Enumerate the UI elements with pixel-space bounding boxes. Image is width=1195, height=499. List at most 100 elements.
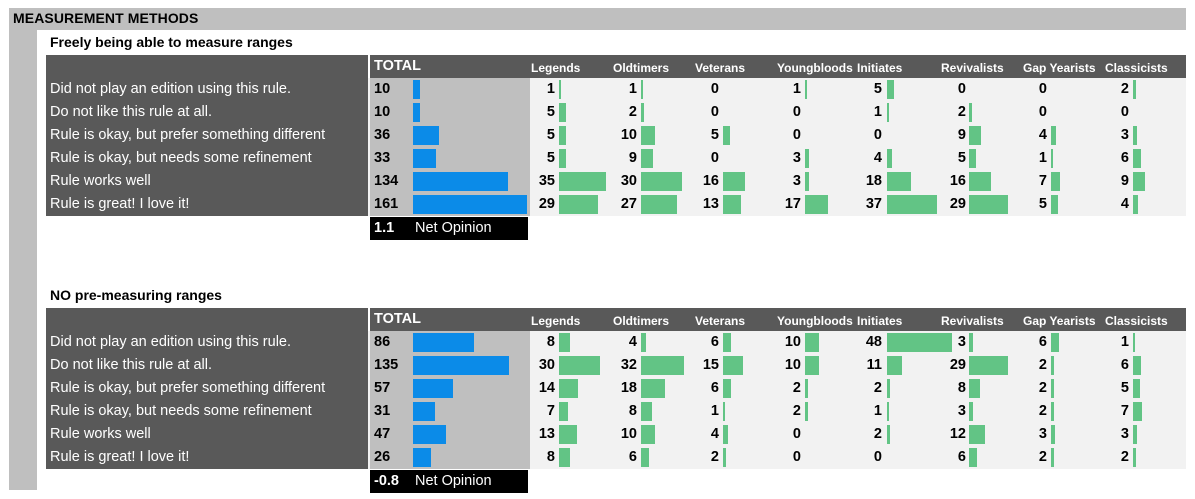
group-bar: [559, 333, 570, 352]
group-bar: [559, 172, 607, 191]
group-bar: [969, 172, 991, 191]
group-value: 3: [792, 173, 801, 189]
group-value: 10: [620, 426, 637, 442]
group-value: 4: [873, 150, 882, 166]
group-bar: [969, 103, 972, 122]
group-value: 6: [710, 380, 719, 396]
column-header-revivalists: Revivalists: [941, 61, 1004, 75]
group-value: 4: [628, 334, 637, 350]
group-bar: [1133, 402, 1143, 421]
sheet-title: MEASUREMENT METHODS: [13, 10, 199, 26]
row-label-cell: [46, 400, 368, 423]
total-bar: [413, 103, 421, 122]
row-label-cell: [46, 446, 368, 469]
group-value: 2: [1038, 403, 1047, 419]
group-bar: [641, 379, 666, 398]
group-bar: [805, 333, 819, 352]
total-bar: [413, 172, 509, 191]
group-bar: [559, 126, 566, 145]
row-label: Did not play an edition using this rule.: [50, 81, 292, 97]
group-value: 6: [1120, 150, 1129, 166]
group-bar: [641, 103, 644, 122]
group-value: 0: [792, 426, 801, 442]
group-value: 0: [957, 81, 966, 97]
group-value: 10: [784, 357, 801, 373]
group-value: 11: [866, 357, 882, 373]
group-value: 29: [538, 196, 555, 212]
group-bar: [805, 356, 819, 375]
group-value: 0: [792, 449, 801, 465]
group-bar: [887, 333, 952, 352]
group-value: 5: [546, 150, 555, 166]
row-label-cell: [46, 101, 368, 124]
total-header: TOTAL: [370, 55, 530, 78]
column-header-oldtimers: Oldtimers: [613, 314, 670, 328]
group-value: 1: [628, 81, 637, 97]
group-bar: [559, 425, 577, 444]
group-value: 6: [1038, 334, 1047, 350]
group-bar: [723, 402, 725, 421]
net-opinion-value: 1.1: [374, 220, 395, 236]
group-value: 18: [620, 380, 637, 396]
group-bar: [887, 356, 902, 375]
group-value: 2: [873, 380, 882, 396]
group-value: 2: [628, 104, 637, 120]
group-value: 5: [1038, 196, 1047, 212]
group-value: 8: [957, 380, 966, 396]
group-value: 1: [873, 104, 882, 120]
group-bar: [1133, 172, 1146, 191]
group-value: 5: [546, 104, 555, 120]
group-value: 8: [546, 449, 555, 465]
group-value: 0: [710, 150, 719, 166]
group-bar: [723, 195, 741, 214]
group-bar: [887, 80, 894, 99]
row-label-cell: [46, 193, 368, 216]
group-bar: [969, 195, 1009, 214]
group-value: 1: [710, 403, 719, 419]
group-bar: [723, 448, 726, 467]
group-bar: [805, 172, 810, 191]
left-gutter: [9, 30, 37, 490]
group-value: 2: [1120, 81, 1129, 97]
total-value: 10: [374, 104, 391, 120]
group-bar: [805, 402, 808, 421]
group-value: 6: [710, 334, 719, 350]
row-label-cell: [46, 147, 368, 170]
group-value: 5: [710, 127, 719, 143]
group-value: 3: [1120, 127, 1129, 143]
total-cell: [370, 423, 530, 446]
group-value: 48: [865, 334, 882, 350]
group-bar: [1051, 195, 1058, 214]
total-bar: [413, 80, 421, 99]
row-label-cell: [46, 170, 368, 193]
group-value: 0: [1038, 104, 1047, 120]
total-value: 47: [374, 426, 391, 442]
group-value: 0: [1038, 81, 1047, 97]
total-cell: [370, 147, 530, 170]
group-bar: [969, 126, 982, 145]
group-bar: [723, 172, 745, 191]
row-label-cell: [46, 124, 368, 147]
column-header-veterans: Veterans: [695, 314, 746, 328]
group-bar: [641, 448, 650, 467]
row-label: Rule is okay, but prefer something diffe…: [50, 127, 326, 143]
group-value: 16: [702, 173, 719, 189]
row-label: Rule is okay, but prefer something diffe…: [50, 380, 326, 396]
net-opinion-value: -0.8: [374, 473, 399, 489]
row-label: Do not like this rule at all.: [50, 104, 212, 120]
group-bar: [887, 172, 912, 191]
total-value: 57: [374, 380, 391, 396]
row-label: Do not like this rule at all.: [50, 357, 212, 373]
group-value: 1: [546, 81, 555, 97]
net-opinion-box: -0.8 Net Opinion: [370, 470, 528, 493]
group-value: 12: [949, 426, 966, 442]
group-bar: [723, 425, 729, 444]
group-value: 5: [957, 150, 966, 166]
group-value: 3: [957, 334, 966, 350]
group-value: 8: [628, 403, 637, 419]
group-value: 4: [1038, 127, 1047, 143]
group-value: 2: [1038, 357, 1047, 373]
group-bar: [641, 149, 654, 168]
total-value: 31: [374, 403, 391, 419]
group-bar: [1051, 333, 1060, 352]
